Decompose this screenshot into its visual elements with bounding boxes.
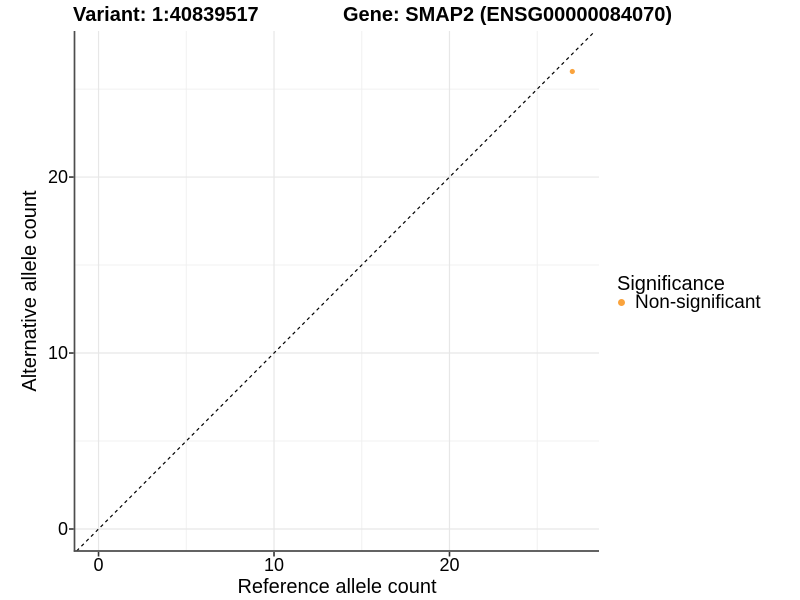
y-tick-label: 20 bbox=[47, 167, 68, 188]
x-tick-label: 20 bbox=[439, 555, 460, 575]
legend-key-dot bbox=[618, 299, 625, 306]
x-tick-label: 0 bbox=[93, 555, 104, 575]
y-axis-title: Alternative allele count bbox=[19, 190, 41, 392]
legend-title: Significance bbox=[617, 273, 725, 295]
x-axis-title: Reference allele count bbox=[237, 576, 437, 598]
identity-line bbox=[76, 30, 596, 552]
x-tick-label: 10 bbox=[264, 555, 285, 575]
data-point bbox=[569, 68, 575, 75]
legend-item-non-significant: Non-significant bbox=[617, 293, 761, 312]
plot-title-gene: Gene: SMAP2 (ENSG00000084070) bbox=[343, 4, 673, 26]
plot-title-variant: Variant: 1:40839517 bbox=[73, 4, 259, 26]
y-tick-label: 0 bbox=[57, 519, 68, 539]
y-tick-label: 10 bbox=[47, 343, 68, 364]
legend-item-label: Non-significant bbox=[635, 292, 761, 313]
